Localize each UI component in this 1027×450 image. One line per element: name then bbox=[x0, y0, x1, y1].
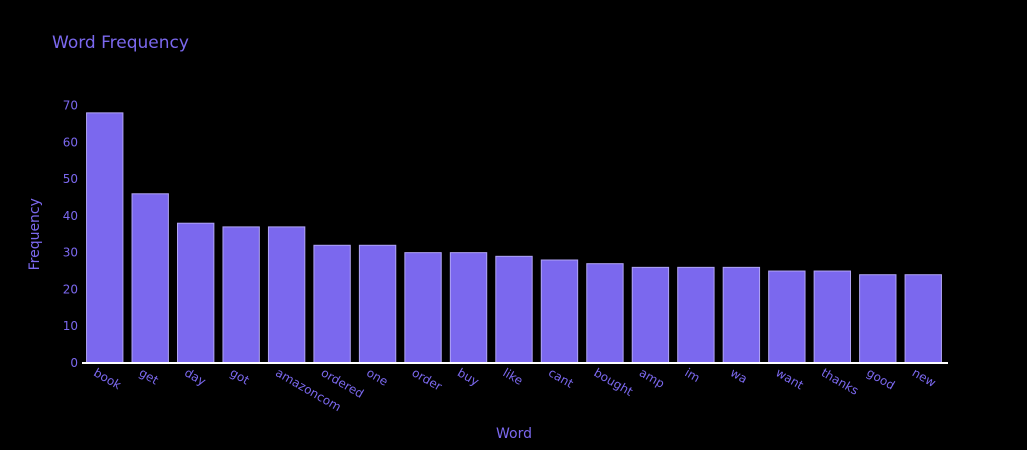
bar-day bbox=[176, 222, 215, 364]
x-tick-label: im bbox=[682, 365, 702, 385]
y-tick-label: 40 bbox=[63, 209, 78, 223]
bar-ordered bbox=[313, 244, 351, 364]
bar-wa bbox=[722, 266, 761, 364]
x-tick-label: order bbox=[410, 365, 445, 393]
x-tick-label: get bbox=[137, 365, 161, 387]
y-axis-ticks: 0 10 20 30 40 50 60 70 bbox=[63, 99, 78, 371]
bar-im bbox=[677, 266, 715, 364]
bar-new bbox=[904, 274, 942, 364]
bar-want bbox=[768, 270, 806, 364]
bar-bought bbox=[586, 263, 624, 364]
bar-order bbox=[404, 252, 442, 364]
bar-one bbox=[358, 244, 397, 364]
x-tick-label: amp bbox=[637, 365, 667, 390]
y-axis-label: Frequency bbox=[27, 198, 43, 270]
x-tick-label: want bbox=[773, 365, 806, 392]
x-tick-label: like bbox=[501, 365, 526, 387]
x-tick-label: wa bbox=[728, 365, 750, 386]
bar-get bbox=[131, 193, 169, 364]
x-tick-label: buy bbox=[455, 365, 481, 388]
x-axis-label: Word bbox=[496, 426, 532, 442]
bar-buy bbox=[449, 252, 488, 364]
x-tick-label: one bbox=[364, 365, 390, 388]
bars-group bbox=[86, 112, 942, 364]
bar-like bbox=[495, 255, 533, 364]
y-tick-label: 30 bbox=[63, 246, 78, 260]
bar-cant bbox=[540, 259, 579, 364]
x-tick-label: cant bbox=[546, 365, 576, 390]
y-tick-label: 60 bbox=[63, 135, 78, 149]
x-tick-label: new bbox=[910, 365, 939, 390]
bar-amp bbox=[631, 266, 670, 364]
chart-title: Word Frequency bbox=[52, 33, 189, 53]
bar-good bbox=[859, 274, 897, 364]
y-tick-label: 70 bbox=[63, 99, 78, 113]
bar-book bbox=[86, 112, 124, 364]
y-tick-label: 20 bbox=[63, 282, 78, 296]
y-tick-label: 10 bbox=[63, 319, 78, 333]
bar-thanks bbox=[813, 270, 852, 364]
x-tick-label: good bbox=[864, 365, 897, 392]
y-tick-label: 50 bbox=[63, 172, 78, 186]
x-tick-label: thanks bbox=[819, 365, 861, 397]
x-tick-label: day bbox=[182, 365, 208, 388]
x-tick-label: got bbox=[228, 365, 252, 387]
bar-amazoncom bbox=[267, 226, 306, 364]
y-tick-label: 0 bbox=[70, 356, 78, 370]
bar-got bbox=[222, 226, 260, 364]
x-tick-label: bought bbox=[591, 365, 635, 399]
x-tick-label: book bbox=[91, 365, 123, 392]
